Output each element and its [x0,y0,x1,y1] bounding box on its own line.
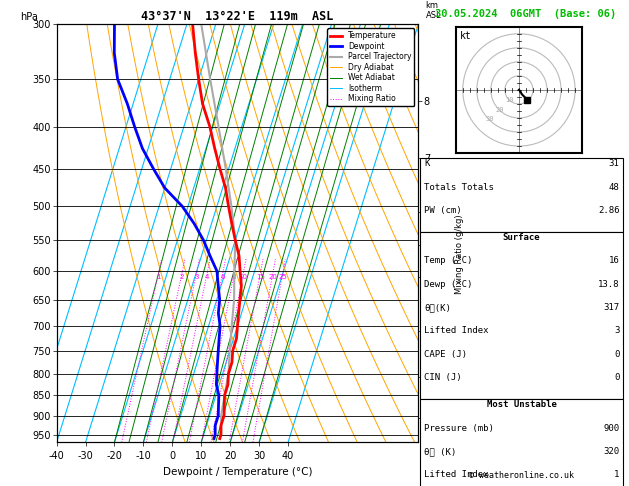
Text: Pressure (mb): Pressure (mb) [424,424,494,433]
Text: Totals Totals: Totals Totals [424,183,494,191]
Text: 31: 31 [609,159,620,168]
Text: θᴇ (K): θᴇ (K) [424,447,456,456]
Text: 3: 3 [194,274,199,280]
Text: 0: 0 [614,373,620,382]
Text: Lifted Index: Lifted Index [424,327,489,335]
Text: Lifted Index: Lifted Index [424,470,489,479]
Text: 30: 30 [485,116,494,122]
Text: 320: 320 [603,447,620,456]
Text: 10: 10 [238,274,248,280]
Text: 2: 2 [179,274,184,280]
Text: km
ASL: km ASL [425,0,441,20]
Text: K: K [424,159,430,168]
Legend: Temperature, Dewpoint, Parcel Trajectory, Dry Adiabat, Wet Adiabat, Isotherm, Mi: Temperature, Dewpoint, Parcel Trajectory… [327,28,415,106]
Text: Surface: Surface [503,233,540,242]
Text: CIN (J): CIN (J) [424,373,462,382]
Text: Dewp (°C): Dewp (°C) [424,280,472,289]
Text: 317: 317 [603,303,620,312]
Text: Temp (°C): Temp (°C) [424,257,472,265]
Text: 25: 25 [278,274,287,280]
Text: Mixing Ratio (g/kg): Mixing Ratio (g/kg) [455,214,464,294]
Text: 20: 20 [268,274,277,280]
Text: PW (cm): PW (cm) [424,206,462,215]
Text: 48: 48 [609,183,620,191]
Text: hPa: hPa [21,12,38,22]
Title: 43°37'N  13°22'E  119m  ASL: 43°37'N 13°22'E 119m ASL [142,10,333,23]
Text: 15: 15 [256,274,265,280]
Text: 10: 10 [505,97,513,103]
Text: 20: 20 [495,106,504,113]
Text: 4: 4 [204,274,209,280]
Text: θᴇ(K): θᴇ(K) [424,303,451,312]
Text: 900: 900 [603,424,620,433]
Text: 1: 1 [614,470,620,479]
Text: 16: 16 [609,257,620,265]
Text: 3: 3 [614,327,620,335]
Text: CAPE (J): CAPE (J) [424,350,467,359]
Text: LCL: LCL [422,430,437,439]
Text: kt: kt [460,31,471,40]
X-axis label: Dewpoint / Temperature (°C): Dewpoint / Temperature (°C) [163,467,312,477]
Text: 0: 0 [614,350,620,359]
Text: 2.86: 2.86 [598,206,620,215]
Text: 13.8: 13.8 [598,280,620,289]
Text: 8: 8 [231,274,237,280]
Text: 6: 6 [220,274,225,280]
Text: 1: 1 [156,274,160,280]
Text: © weatheronline.co.uk: © weatheronline.co.uk [469,471,574,480]
Text: 30.05.2024  06GMT  (Base: 06): 30.05.2024 06GMT (Base: 06) [435,9,616,19]
Text: Most Unstable: Most Unstable [486,400,557,409]
